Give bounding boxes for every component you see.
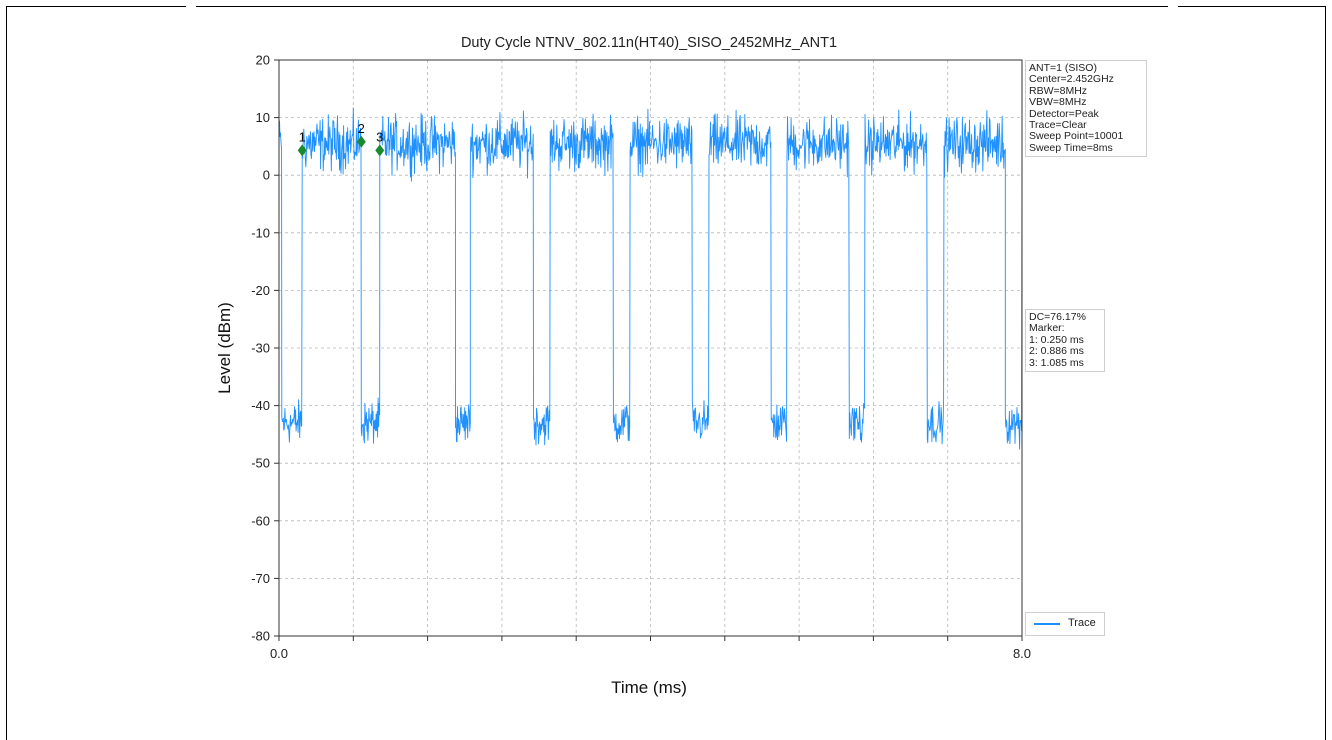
frame-gap xyxy=(1168,3,1178,11)
info-line: Sweep Time=8ms xyxy=(1029,141,1113,154)
y-tick-label: -20 xyxy=(251,283,270,298)
marker-diamond xyxy=(356,135,366,148)
x-tick-label: 8.0 xyxy=(1013,646,1031,661)
marker-label: 3 xyxy=(376,129,383,144)
x-tick-label: 0.0 xyxy=(270,646,288,661)
x-axis-label: Time (ms) xyxy=(611,678,687,697)
marker-diamond xyxy=(297,144,307,157)
page-frame-top xyxy=(6,6,1326,7)
y-tick-label: -30 xyxy=(251,341,270,356)
duty-cycle-value: DC=76.17% xyxy=(1029,311,1086,323)
marker-diamond xyxy=(375,144,385,157)
marker-label: 1 xyxy=(299,129,306,144)
chart-legend: Trace xyxy=(1025,612,1105,636)
info-line: ANT=1 (SISO) xyxy=(1029,62,1097,74)
marker-label: 2 xyxy=(358,121,365,136)
info-line: Center=2.452GHz xyxy=(1029,73,1114,86)
y-tick-label: -50 xyxy=(251,456,270,471)
settings-info-box: ANT=1 (SISO) Center=2.452GHz RBW=8MHz VB… xyxy=(1025,60,1147,158)
info-line: RBW=8MHz xyxy=(1029,84,1088,97)
marker-heading: Marker: xyxy=(1029,322,1065,335)
y-tick-label: -80 xyxy=(251,629,270,644)
y-tick-label: -60 xyxy=(251,513,270,528)
y-tick-label: 0 xyxy=(263,168,270,183)
info-line: Detector=Peak xyxy=(1029,107,1099,120)
y-tick-label: -10 xyxy=(251,225,270,240)
info-line: Sweep Point=10001 xyxy=(1029,130,1124,143)
legend-label: Trace xyxy=(1068,617,1096,629)
y-tick-label: 20 xyxy=(256,53,270,68)
trace-line xyxy=(278,107,1023,450)
y-tick-label: -70 xyxy=(251,571,270,586)
page-frame-right xyxy=(1325,6,1326,740)
legend-swatch xyxy=(1034,623,1060,625)
info-line: Trace=Clear xyxy=(1029,119,1087,132)
trace-layer xyxy=(278,107,1023,450)
axis-layer: 20 10 0 -10 -20 -30 -40 -50 -60 -70 -800.0 8.0 xyxy=(251,53,1031,662)
y-axis-label: Level (dBm) xyxy=(215,302,234,394)
marker-layer: 1 23 xyxy=(297,121,385,157)
chart-title: Duty Cycle NTNV_802.11n(HT40)_SISO_2452M… xyxy=(461,35,837,51)
info-line: VBW=8MHz xyxy=(1029,96,1087,109)
y-tick-label: -40 xyxy=(251,398,270,413)
marker-2-time: 2: 0.886 ms xyxy=(1029,345,1084,358)
y-tick-label: 10 xyxy=(256,110,270,125)
page-frame-left xyxy=(6,6,7,740)
marker-3-time: 3: 1.085 ms xyxy=(1029,356,1084,369)
frame-gap xyxy=(186,3,196,11)
marker-info-box: DC=76.17% Marker: 1: 0.250 ms 2: 0.886 m… xyxy=(1025,309,1105,373)
marker-1-time: 1: 0.250 ms xyxy=(1029,333,1084,346)
plot-frame xyxy=(278,59,1023,637)
